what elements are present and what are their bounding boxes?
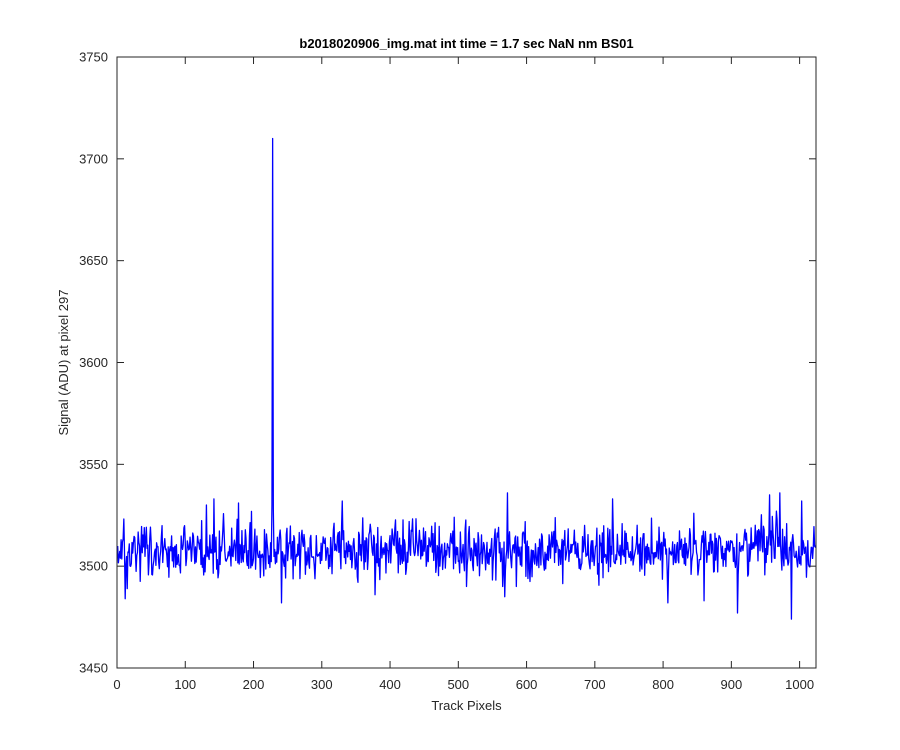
x-tick-label: 800 xyxy=(652,677,674,692)
x-tick-label: 200 xyxy=(243,677,265,692)
x-tick-label: 600 xyxy=(516,677,538,692)
series-line xyxy=(117,137,816,620)
x-tick-label: 500 xyxy=(447,677,469,692)
y-tick-label: 3450 xyxy=(79,661,108,676)
y-tick-label: 3650 xyxy=(79,253,108,268)
x-tick-label: 300 xyxy=(311,677,333,692)
x-tick-label: 400 xyxy=(379,677,401,692)
y-tick-label: 3500 xyxy=(79,559,108,574)
ticks-layer: 0 100 200 300 400 500 600 700 800 900 1000 3450 3500… xyxy=(79,50,816,692)
chart-title: b2018020906_img.mat int time = 1.7 sec N… xyxy=(299,36,633,51)
x-tick-label: 0 xyxy=(113,677,120,692)
x-tick-label: 700 xyxy=(584,677,606,692)
x-tick-label: 1000 xyxy=(785,677,814,692)
y-tick-label: 3600 xyxy=(79,355,108,370)
y-tick-label: 3550 xyxy=(79,457,108,472)
x-tick-label: 900 xyxy=(721,677,743,692)
y-tick-label: 3750 xyxy=(79,50,108,65)
x-axis-label: Track Pixels xyxy=(431,698,502,713)
data-layer xyxy=(117,137,816,620)
y-tick-label: 3700 xyxy=(79,151,108,166)
y-axis-label: Signal (ADU) at pixel 297 xyxy=(56,290,71,436)
x-tick-label: 100 xyxy=(174,677,196,692)
